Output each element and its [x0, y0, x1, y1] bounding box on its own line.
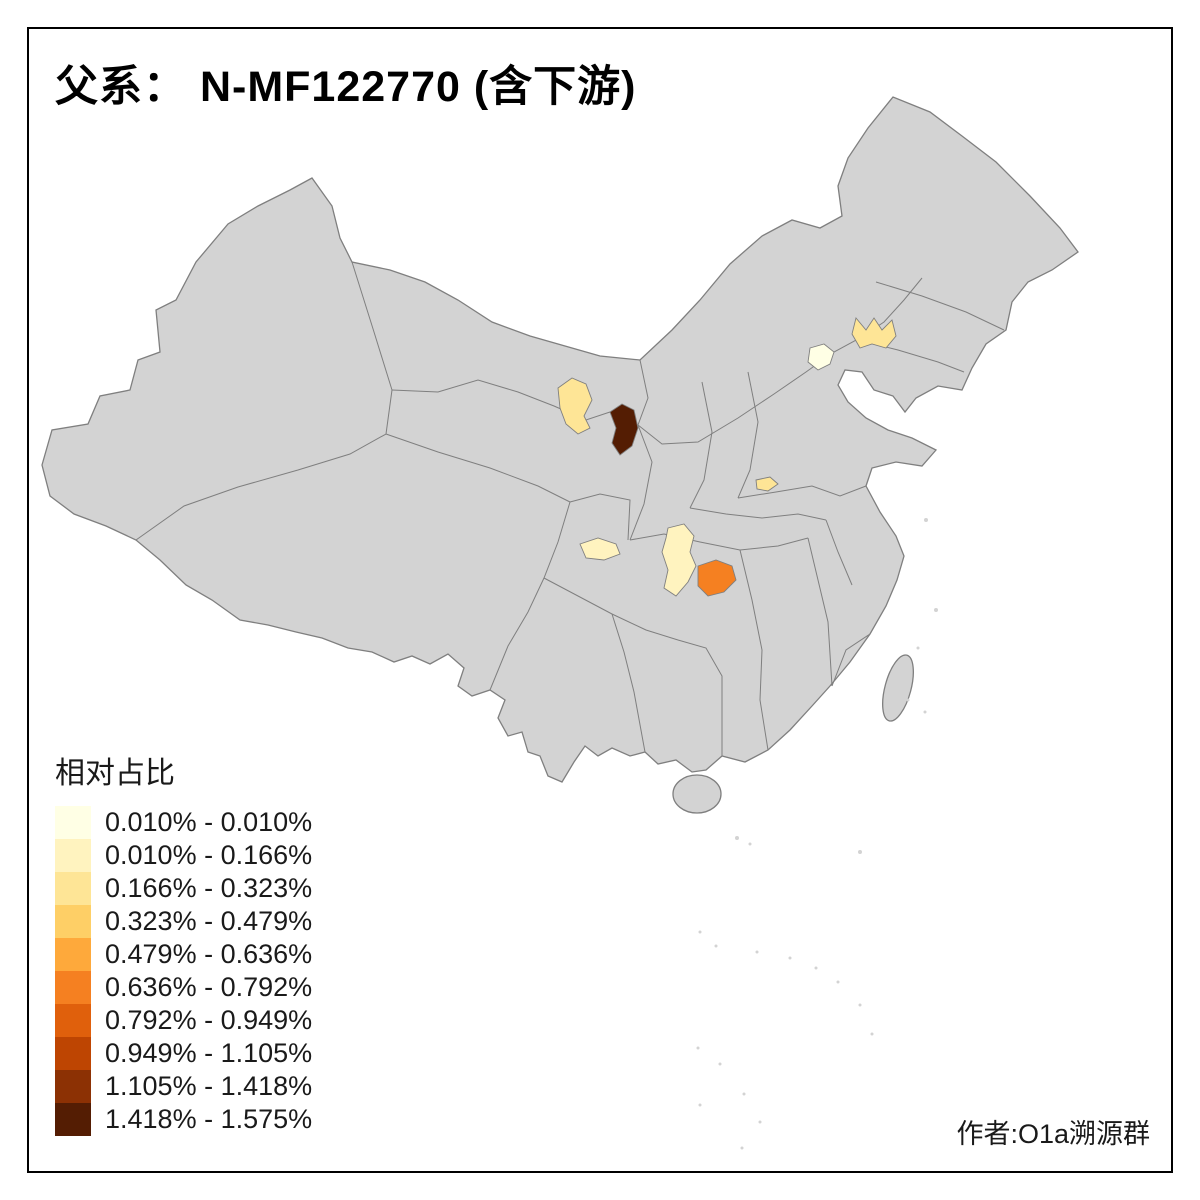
legend-label: 1.418% - 1.575%	[105, 1104, 313, 1134]
province-borders	[135, 261, 1005, 756]
map-region-ningxia	[609, 403, 639, 456]
legend-item: 0.166% - 0.323%	[55, 872, 312, 905]
mainland-outline	[41, 96, 1079, 783]
map-region-hubei-west	[697, 559, 737, 597]
map-region-henan	[755, 476, 779, 492]
legend-swatch	[55, 839, 91, 872]
taiwan-island	[882, 654, 914, 722]
legend-item: 0.792% - 0.949%	[55, 1004, 312, 1037]
legend-swatch	[55, 1037, 91, 1070]
legend-item: 1.105% - 1.418%	[55, 1070, 312, 1103]
highlighted-regions	[557, 317, 897, 597]
legend-item: 0.010% - 0.166%	[55, 839, 312, 872]
legend-swatch	[55, 905, 91, 938]
map-region-beijing	[807, 343, 835, 371]
hainan-island	[672, 774, 722, 814]
legend-item: 0.636% - 0.792%	[55, 971, 312, 1004]
legend-swatch	[55, 872, 91, 905]
legend-item: 0.323% - 0.479%	[55, 905, 312, 938]
legend: 相对占比 0.010% - 0.010% 0.010% - 0.166% 0.1…	[55, 748, 312, 1136]
map-layer	[41, 96, 1079, 1150]
legend-label: 0.479% - 0.636%	[105, 939, 313, 969]
legend-swatch	[55, 1070, 91, 1103]
attribution: 作者:O1a溯源群	[956, 1119, 1150, 1149]
map-region-chengdu	[579, 537, 621, 561]
legend-item: 1.418% - 1.575%	[55, 1103, 312, 1136]
island-specks	[696, 518, 938, 1150]
legend-item: 0.949% - 1.105%	[55, 1037, 312, 1070]
legend-label: 0.636% - 0.792%	[105, 972, 313, 1002]
legend-label: 0.323% - 0.479%	[105, 906, 313, 936]
legend-label: 0.949% - 1.105%	[105, 1038, 313, 1068]
legend-label: 1.105% - 1.418%	[105, 1071, 313, 1101]
legend-label: 0.792% - 0.949%	[105, 1005, 313, 1035]
legend-swatch	[55, 938, 91, 971]
plot-title: 父系： N-MF122770 (含下游)	[55, 63, 637, 111]
map-region-liaoning	[851, 317, 897, 349]
legend-swatch	[55, 806, 91, 839]
legend-label: 0.010% - 0.010%	[105, 807, 313, 837]
legend-swatch	[55, 1004, 91, 1037]
legend-swatch	[55, 971, 91, 1004]
map-region-chongqing	[661, 523, 697, 597]
legend-item: 0.010% - 0.010%	[55, 806, 312, 839]
legend-swatch	[55, 1103, 91, 1136]
legend-title: 相对占比	[55, 757, 175, 790]
legend-item: 0.479% - 0.636%	[55, 938, 312, 971]
legend-label: 0.010% - 0.166%	[105, 840, 313, 870]
legend-label: 0.166% - 0.323%	[105, 873, 313, 903]
map-region-gansu	[557, 377, 593, 435]
